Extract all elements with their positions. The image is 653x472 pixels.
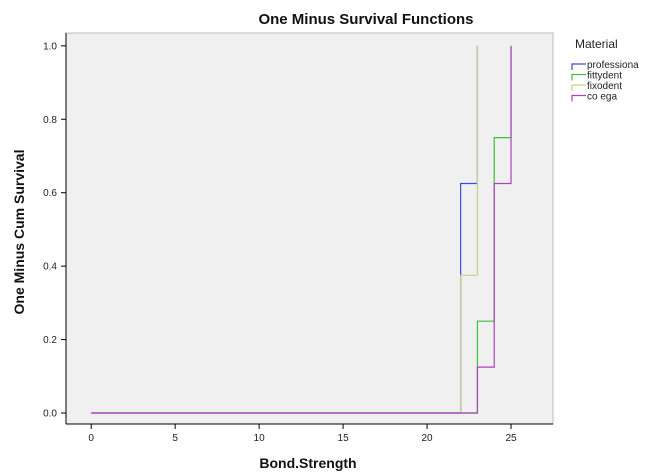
x-tick-label: 15 bbox=[338, 433, 350, 444]
chart-title: One Minus Survival Functions bbox=[258, 11, 473, 28]
legend-label: co ega bbox=[587, 92, 617, 103]
x-axis-label: Bond.Strength bbox=[259, 455, 356, 471]
legend-label: fittydent bbox=[587, 71, 622, 82]
legend-swatch bbox=[571, 63, 586, 70]
y-tick-label: 0.0 bbox=[43, 408, 57, 419]
plot-area bbox=[65, 32, 554, 425]
series-layer bbox=[91, 45, 512, 414]
y-axis-ticks: 0.0 0.2 0.4 0.6 0.8 1.0 bbox=[43, 41, 66, 419]
legend-swatch bbox=[571, 84, 586, 91]
y-tick-label: 1.0 bbox=[43, 41, 57, 52]
legend-label: fixodent bbox=[587, 81, 622, 92]
x-tick-label: 25 bbox=[505, 433, 517, 444]
legend-swatch bbox=[571, 94, 586, 102]
x-tick-label: 5 bbox=[172, 433, 178, 444]
x-axis-ticks: 0 5 10 15 20 25 bbox=[88, 424, 517, 444]
x-tick-label: 10 bbox=[254, 433, 266, 444]
y-tick-label: 0.2 bbox=[43, 335, 57, 346]
x-tick-label: 20 bbox=[421, 433, 433, 444]
x-tick-label: 0 bbox=[88, 433, 94, 444]
series-line-3 bbox=[91, 45, 512, 414]
y-axis-label: One Minus Cum Survival bbox=[11, 150, 27, 315]
legend-title: Material bbox=[575, 37, 618, 51]
legend-swatch bbox=[571, 73, 586, 81]
legend-label: professiona bbox=[587, 60, 639, 71]
y-tick-label: 0.4 bbox=[43, 262, 57, 273]
y-tick-label: 0.6 bbox=[43, 188, 57, 199]
y-tick-label: 0.8 bbox=[43, 115, 57, 126]
